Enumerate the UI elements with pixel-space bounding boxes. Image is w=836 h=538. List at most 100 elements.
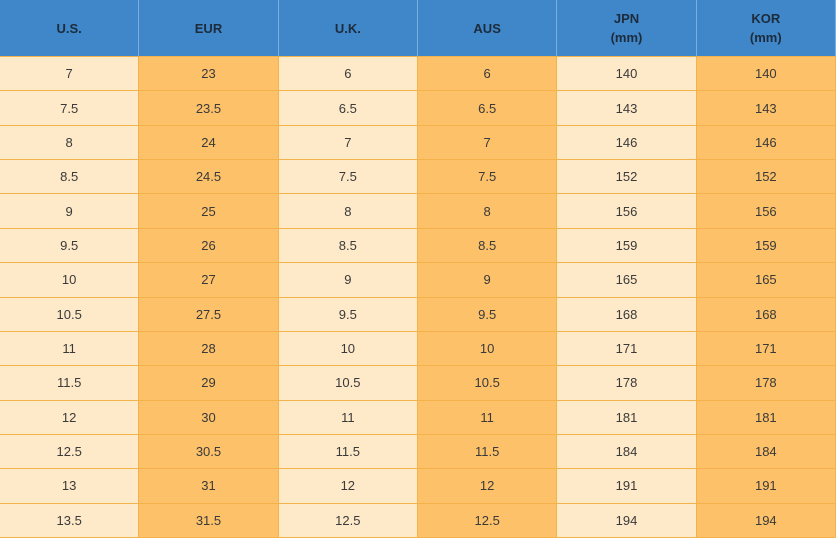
header-text: U.K. [334, 20, 361, 36]
table-cell: 7.5 [278, 160, 418, 195]
table-cell: 11 [278, 400, 418, 435]
table-cell: 152 [696, 160, 836, 195]
table-cell: 10.5 [278, 366, 418, 401]
table-cell: 165 [696, 263, 836, 298]
table-cell: 156 [557, 194, 697, 229]
header-text: (mm) [610, 30, 643, 45]
table-cell: 7 [278, 125, 418, 161]
table-cell: 27 [139, 263, 279, 298]
table-cell: 9 [0, 194, 140, 229]
header-cell: KOR (mm) [696, 0, 836, 57]
table-cell: 23.5 [139, 91, 279, 126]
table-cell: 12 [417, 469, 558, 504]
header-text: EUR [194, 20, 223, 36]
table-cell: 30 [139, 400, 279, 435]
header-cell: EUR [139, 0, 279, 57]
table-cell: 10.5 [417, 366, 558, 401]
table-cell: 11.5 [417, 434, 558, 470]
table-cell: 143 [696, 91, 836, 126]
table-cell: 140 [557, 57, 697, 92]
table-cell: 152 [557, 160, 697, 195]
table-cell: 24.5 [139, 160, 279, 195]
table-cell: 31 [139, 469, 279, 504]
table-cell: 27.5 [139, 297, 279, 332]
table-cell: 7 [417, 125, 558, 161]
table-cell: 9 [417, 263, 558, 298]
table-cell: 7.5 [0, 91, 140, 126]
table-cell: 156 [696, 194, 836, 229]
table-cell: 8 [0, 125, 140, 161]
table-cell: 9.5 [0, 228, 140, 264]
table-cell: 10 [278, 331, 418, 367]
table-cell: 11 [0, 331, 140, 367]
table-cell: 8 [278, 194, 418, 229]
table-cell: 178 [557, 366, 697, 401]
table-cell: 140 [696, 57, 836, 92]
table-cell: 28 [139, 331, 279, 367]
table-cell: 184 [696, 434, 836, 470]
table-cell: 12.5 [278, 503, 418, 538]
header-text: JPN [613, 11, 640, 26]
table-cell: 181 [696, 400, 836, 435]
table-cell: 6 [417, 57, 558, 92]
table-cell: 26 [139, 228, 279, 264]
table-cell: 159 [557, 228, 697, 264]
table-cell: 8.5 [278, 228, 418, 264]
table-cell: 184 [557, 434, 697, 470]
table-cell: 191 [557, 469, 697, 504]
header-cell: JPN (mm) [557, 0, 697, 57]
table-cell: 9.5 [278, 297, 418, 332]
table-cell: 6.5 [417, 91, 558, 126]
table-cell: 8 [417, 194, 558, 229]
table-cell: 194 [557, 503, 697, 538]
table-cell: 11.5 [0, 366, 140, 401]
table-cell: 8.5 [417, 228, 558, 264]
header-text: (mm) [749, 30, 782, 45]
header-text: AUS [473, 20, 501, 36]
table-cell: 9 [278, 263, 418, 298]
table-cell: 178 [696, 366, 836, 401]
table-cell: 171 [696, 331, 836, 367]
table-cell: 146 [557, 125, 697, 161]
table-cell: 12.5 [417, 503, 558, 538]
header-text: KOR [751, 11, 781, 26]
table-cell: 13.5 [0, 503, 140, 538]
table-cell: 11 [417, 400, 558, 435]
table-cell: 25 [139, 194, 279, 229]
table-cell: 194 [696, 503, 836, 538]
table-cell: 10 [0, 263, 140, 298]
table-cell: 168 [557, 297, 697, 332]
header-text: U.S. [56, 20, 82, 36]
table-cell: 6 [278, 57, 418, 92]
table-cell: 29 [139, 366, 279, 401]
table-cell: 168 [696, 297, 836, 332]
table-cell: 11.5 [278, 434, 418, 470]
table-cell: 181 [557, 400, 697, 435]
table-cell: 165 [557, 263, 697, 298]
table-cell: 171 [557, 331, 697, 367]
table-cell: 7 [0, 57, 140, 92]
table-cell: 10.5 [0, 297, 140, 332]
table-cell: 23 [139, 57, 279, 92]
table-cell: 12.5 [0, 434, 140, 470]
table-cell: 7.5 [417, 160, 558, 195]
table-cell: 146 [696, 125, 836, 161]
table-cell: 12 [0, 400, 140, 435]
table-cell: 159 [696, 228, 836, 264]
table-cell: 10 [417, 331, 558, 367]
table-cell: 143 [557, 91, 697, 126]
table-cell: 24 [139, 125, 279, 161]
header-cell: U.S. [0, 0, 140, 57]
table-cell: 30.5 [139, 434, 279, 470]
header-cell: AUS [417, 0, 558, 57]
table-cell: 12 [278, 469, 418, 504]
table-cell: 191 [696, 469, 836, 504]
table-cell: 31.5 [139, 503, 279, 538]
table-cell: 13 [0, 469, 140, 504]
table-cell: 6.5 [278, 91, 418, 126]
table-cell: 9.5 [417, 297, 558, 332]
table-cell: 8.5 [0, 160, 140, 195]
header-cell: U.K. [278, 0, 418, 57]
